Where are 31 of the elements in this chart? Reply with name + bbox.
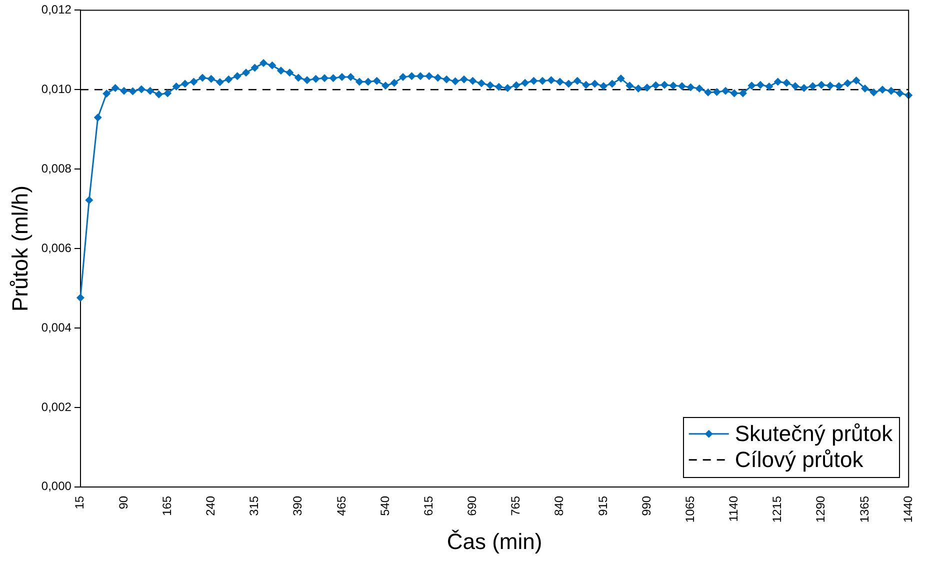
x-tick-label: 1440 (900, 496, 915, 523)
x-tick-label: 315 (247, 496, 262, 516)
y-axis-title: Průtok (ml/h) (7, 186, 32, 312)
x-tick-label: 540 (378, 496, 392, 516)
y-tick-label: 0,004 (41, 320, 72, 334)
x-tick-label: 840 (552, 496, 566, 516)
x-tick-label: 240 (204, 496, 218, 516)
y-tick-label: 0,012 (41, 2, 72, 17)
legend-label: Skutečný průtok (734, 420, 894, 446)
x-tick-label: 1290 (814, 496, 828, 523)
y-tick-label: 0,006 (41, 240, 72, 255)
x-tick-label: 1365 (857, 496, 872, 523)
x-tick-label: 15 (72, 496, 87, 510)
x-tick-label: 90 (116, 496, 130, 510)
x-tick-label: 1140 (726, 496, 741, 522)
y-tick-label: 0,008 (41, 161, 72, 176)
legend-label: Cílový průtok (734, 446, 864, 472)
y-tick-label: 0,002 (41, 400, 72, 414)
x-tick-label: 690 (465, 496, 480, 516)
x-tick-label: 390 (290, 496, 305, 516)
x-axis-title: Čas (min) (446, 528, 542, 554)
x-tick-label: 615 (421, 496, 436, 516)
x-tick-label: 765 (508, 496, 523, 516)
x-tick-label: 1215 (770, 496, 784, 523)
x-tick-label: 1065 (682, 496, 697, 523)
y-tick-label: 0,010 (41, 82, 72, 96)
x-tick-label: 990 (639, 496, 654, 516)
x-tick-label: 465 (334, 496, 348, 516)
y-tick-label: 0,000 (41, 479, 72, 494)
x-tick-label: 165 (160, 496, 174, 516)
x-tick-label: 915 (596, 496, 610, 516)
